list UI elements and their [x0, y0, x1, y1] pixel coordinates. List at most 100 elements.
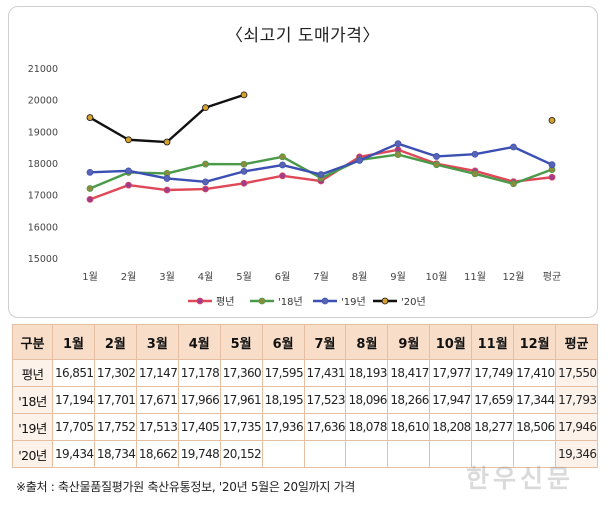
x-tick-label: 4월 — [198, 271, 214, 283]
data-point — [433, 161, 440, 169]
legend-swatch-marker — [321, 297, 329, 305]
data-point — [548, 161, 556, 169]
data-point — [86, 114, 94, 121]
table-cell: 18,662 — [135, 440, 179, 468]
table-cell: 19,346 — [555, 440, 598, 468]
data-point — [279, 172, 286, 180]
chart-title: 〈쇠고기 도매가격〉 — [226, 26, 380, 46]
table-cell: 18,078 — [345, 413, 389, 441]
row-label: '20년 — [12, 440, 53, 468]
x-tick-label: 5월 — [236, 271, 252, 283]
table-cell: 17,550 — [555, 359, 598, 387]
table-cell: 17,360 — [219, 359, 263, 387]
table-cell: 17,523 — [303, 386, 347, 414]
legend-label: '19년 — [341, 296, 366, 308]
table-cell: 19,748 — [177, 440, 221, 468]
y-tick-label: 20000 — [28, 96, 58, 107]
table-row: 평년 16,851 17,302 17,147 17,178 17,360 17,595 17… — [12, 359, 598, 387]
x-axis: 1월 2월 3월 4월 5월 6월 7월 8월 9월 10월 11월 12월 평균 — [82, 271, 561, 283]
table-column-header: 6월 — [261, 324, 305, 360]
table-body: 평년 16,851 17,302 17,147 17,178 17,360 17,595 17… — [12, 359, 598, 468]
data-point — [471, 170, 479, 178]
table-column-header: 4월 — [177, 324, 221, 360]
legend-swatch-marker — [196, 297, 204, 305]
table-cell: 18,734 — [93, 440, 137, 468]
table-cell: 20,152 — [219, 440, 263, 468]
table-cell: 17,194 — [52, 386, 95, 414]
table-column-header: 5월 — [219, 324, 263, 360]
data-point — [510, 143, 517, 151]
data-point — [125, 167, 132, 175]
data-point — [317, 171, 325, 178]
table-corner-header: 구분 — [12, 324, 53, 360]
data-point — [86, 195, 94, 203]
x-tick-label: 10월 — [426, 271, 448, 283]
table-column-header: 2월 — [93, 324, 137, 360]
x-tick-label: 6월 — [275, 271, 291, 283]
data-point — [125, 181, 132, 189]
data-point — [394, 140, 402, 148]
price-table: 구분 1월 2월 3월 4월 5월 6월 7월 8월 9월 10월 11월 12월 평균 평년 16,851… — [12, 324, 598, 468]
table-cell: 17,147 — [135, 359, 179, 387]
y-tick-label: 21000 — [28, 64, 58, 75]
table-row: '18년 17,194 17,701 17,671 17,966 17,961 18,195… — [12, 386, 598, 414]
data-point — [433, 153, 440, 160]
table-column-header: 12월 — [513, 324, 557, 360]
table-cell: 17,735 — [219, 413, 263, 441]
table-cell: 18,417 — [387, 359, 431, 387]
legend-label: 평년 — [216, 296, 234, 308]
table-cell: 17,752 — [93, 413, 137, 441]
table-cell: 18,208 — [429, 413, 473, 441]
data-point — [86, 168, 94, 176]
publisher-watermark: 한우신문 — [465, 464, 574, 493]
x-tick-label: 3월 — [159, 271, 175, 283]
table-cell: 17,659 — [471, 386, 515, 414]
y-tick-label: 15000 — [28, 254, 58, 265]
legend-swatch-marker — [381, 297, 389, 305]
source-note: ※출처 : 축산물품질평가원 축산유통정보, '20년 5월은 20일까지 가격 — [16, 480, 356, 494]
table-cell: 17,966 — [177, 386, 221, 414]
x-tick-label: 11월 — [464, 271, 486, 283]
x-tick-label: 9월 — [390, 271, 406, 283]
x-tick-label: 8월 — [352, 271, 368, 283]
table-cell: 18,277 — [471, 413, 515, 441]
data-point — [279, 153, 286, 161]
data-point — [240, 167, 248, 175]
data-point — [163, 175, 171, 182]
x-tick-label: 7월 — [313, 271, 329, 283]
table-column-header: 10월 — [429, 324, 473, 360]
table-cell: 17,701 — [93, 386, 137, 414]
y-tick-label: 19000 — [28, 127, 58, 138]
data-point — [202, 185, 209, 193]
data-point — [86, 185, 94, 192]
table-cell: 18,193 — [345, 359, 389, 387]
table-cell: 17,977 — [429, 359, 473, 387]
x-tick-label: 2월 — [121, 271, 137, 283]
data-point — [163, 186, 171, 194]
data-point — [163, 138, 171, 146]
table-column-header: 9월 — [387, 324, 431, 360]
data-point — [356, 157, 363, 164]
data-point — [125, 136, 132, 144]
table-column-header: 11월 — [471, 324, 515, 360]
y-tick-label: 16000 — [28, 222, 58, 233]
row-label: '19년 — [12, 413, 53, 441]
table-cell: 17,302 — [93, 359, 137, 387]
table-cell: 17,947 — [429, 386, 473, 414]
legend-swatch-marker — [258, 297, 266, 305]
data-point — [548, 173, 556, 181]
table-cell: 17,178 — [177, 359, 221, 387]
table-cell: 18,610 — [387, 413, 431, 441]
table-cell — [471, 440, 515, 468]
table-cell — [429, 440, 473, 468]
table-cell: 17,410 — [513, 359, 557, 387]
table-cell: 17,595 — [261, 359, 305, 387]
y-tick-label: 18000 — [28, 159, 58, 170]
data-point — [240, 160, 248, 168]
data-point — [240, 91, 248, 99]
table-cell: 17,961 — [219, 386, 263, 414]
x-tick-label: 평균 — [543, 271, 561, 283]
table-cell: 17,946 — [555, 413, 598, 441]
table-cell: 18,266 — [387, 386, 431, 414]
table-cell: 18,506 — [513, 413, 557, 441]
